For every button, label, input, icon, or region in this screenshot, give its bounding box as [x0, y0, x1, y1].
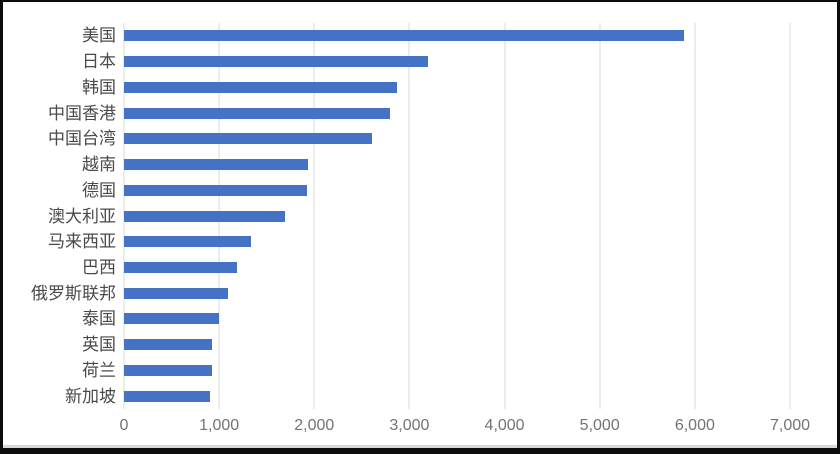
bar-track: [124, 74, 790, 100]
bar-row: 日本: [3, 49, 790, 75]
x-tick-label: 3,000: [389, 417, 430, 434]
gridline: [789, 23, 791, 409]
bar-row: 泰国: [3, 306, 790, 332]
x-tick-label: 1,000: [199, 417, 240, 434]
bar: [124, 210, 285, 222]
category-label: 泰国: [82, 309, 116, 329]
x-tick-label: 5,000: [579, 417, 620, 434]
category-label: 马来西亚: [48, 232, 116, 252]
category-label: 荷兰: [82, 360, 116, 380]
bar-track: [124, 152, 790, 178]
bar-track: [124, 332, 790, 358]
bar-row: 新加坡: [3, 383, 790, 409]
bar-track: [124, 229, 790, 255]
bar: [124, 390, 210, 402]
bar-row: 中国台湾: [3, 126, 790, 152]
bar-track: [124, 280, 790, 306]
bar: [124, 107, 391, 119]
bar: [124, 184, 307, 196]
category-label: 新加坡: [65, 386, 116, 406]
bar-track: [124, 126, 790, 152]
category-label: 俄罗斯联邦: [31, 283, 116, 303]
bar: [124, 287, 228, 299]
bar-track: [124, 383, 790, 409]
bar: [124, 133, 373, 145]
bar-row: 越南: [3, 152, 790, 178]
bar-track: [124, 306, 790, 332]
bar-row: 美国: [3, 23, 790, 49]
gridline: [694, 23, 696, 409]
category-label: 美国: [82, 26, 116, 46]
bar: [124, 159, 308, 171]
bar-track: [124, 23, 790, 49]
gridline: [599, 23, 601, 409]
bar-track: [124, 203, 790, 229]
x-tick-label: 0: [119, 417, 129, 434]
bar: [124, 364, 212, 376]
category-label: 德国: [82, 180, 116, 200]
bar: [124, 339, 213, 351]
gridline: [313, 23, 315, 409]
bar-row: 马来西亚: [3, 229, 790, 255]
x-tick-label: 4,000: [484, 417, 525, 434]
gridline: [504, 23, 506, 409]
category-label: 英国: [82, 335, 116, 355]
category-label: 巴西: [82, 257, 116, 277]
bar-track: [124, 255, 790, 281]
category-label: 澳大利亚: [48, 206, 116, 226]
bar-track: [124, 177, 790, 203]
bar-row: 韩国: [3, 74, 790, 100]
bar-row: 德国: [3, 177, 790, 203]
x-tick-label: 2,000: [294, 417, 335, 434]
bar: [124, 236, 251, 248]
category-label: 越南: [82, 155, 116, 175]
bar-row: 巴西: [3, 255, 790, 281]
bar: [124, 56, 429, 68]
x-tick-label: 7,000: [769, 417, 811, 434]
bar: [124, 30, 685, 42]
bar: [124, 81, 398, 93]
category-label: 中国台湾: [48, 129, 116, 149]
bar: [124, 261, 238, 273]
bar-track: [124, 358, 790, 384]
bar-row: 中国香港: [3, 100, 790, 126]
bar: [124, 313, 220, 325]
bar-row: 荷兰: [3, 358, 790, 384]
category-label: 日本: [82, 52, 116, 72]
category-label: 中国香港: [48, 103, 116, 123]
x-axis: 0 1,000 2,000 3,000 4,000 5,000 6,000 7,000: [120, 416, 810, 438]
gridline: [408, 23, 410, 409]
x-tick-label: 6,000: [674, 417, 715, 434]
bar-row: 英国: [3, 332, 790, 358]
bar-row: 俄罗斯联邦: [3, 280, 790, 306]
bar-track: [124, 100, 790, 126]
category-label: 韩国: [82, 77, 116, 97]
bar-rows: 美国日本韩国中国香港中国台湾越南德国澳大利亚马来西亚巴西俄罗斯联邦泰国英国荷兰新…: [3, 23, 790, 409]
bar-track: [124, 49, 790, 75]
bar-row: 澳大利亚: [3, 203, 790, 229]
